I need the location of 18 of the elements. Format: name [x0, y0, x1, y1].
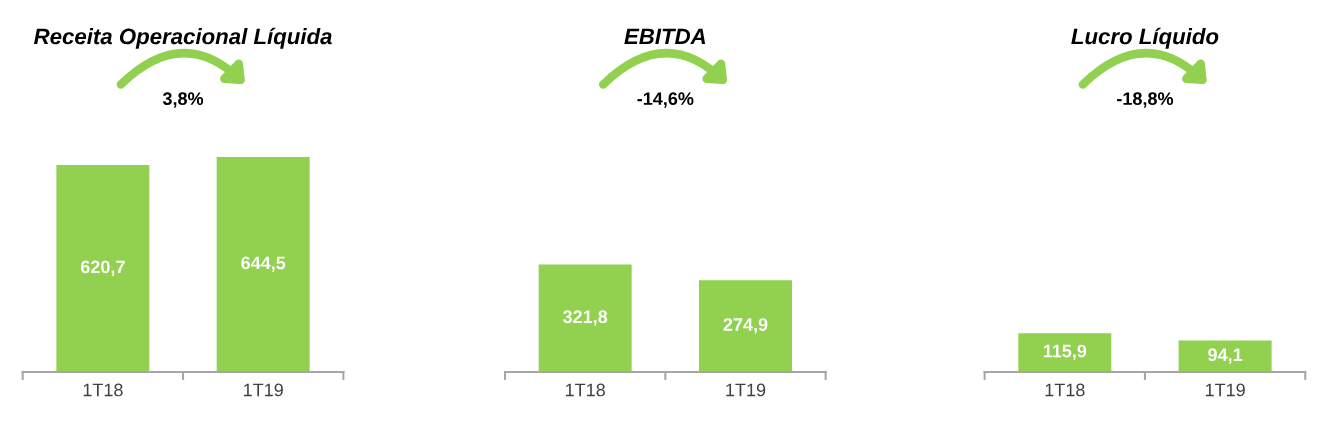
x-tick-label: 1T18 [565, 383, 605, 397]
x-tick-label: 1T19 [1205, 383, 1245, 397]
x-tick-label: 1T19 [243, 383, 283, 397]
x-tick-label: 1T18 [83, 383, 123, 397]
x-tick-label: 1T18 [1045, 383, 1085, 397]
text: -18,8% [1117, 92, 1174, 108]
data-label: 274,9 [723, 318, 768, 334]
data-label: 321,8 [562, 310, 608, 326]
data-label: 94,1 [1208, 348, 1243, 364]
chart-title: EBITDA [624, 28, 706, 45]
data-label: 620,7 [80, 260, 125, 276]
text: -14,6% [637, 92, 694, 108]
data-label: 644,5 [241, 256, 286, 272]
x-tick-label: 1T19 [726, 383, 766, 397]
data-label: 115,9 [1043, 344, 1087, 361]
chart-title: Lucro Líquido [1071, 27, 1219, 49]
chart-title: Receita Operacional Líquida [34, 27, 332, 49]
text: 3,8% [162, 92, 204, 108]
